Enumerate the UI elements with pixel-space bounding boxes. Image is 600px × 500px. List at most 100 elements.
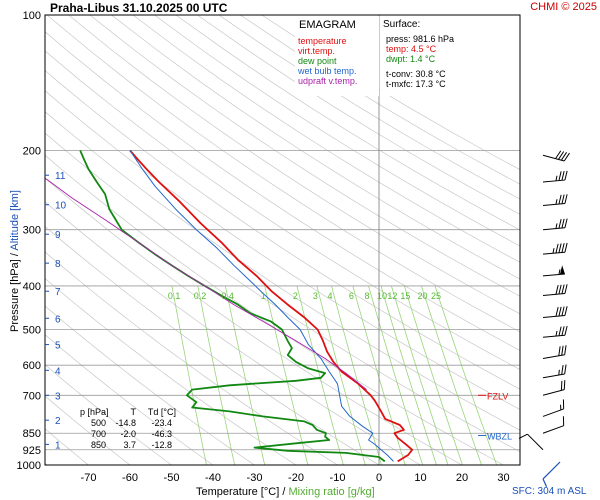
x-tick-label: -20 (288, 472, 304, 484)
wind-barb-pennant (559, 265, 565, 275)
y-tick-label: 1000 (17, 460, 41, 472)
x-tick-label: -50 (164, 472, 180, 484)
wind-barb (542, 218, 568, 231)
mixing-ratio-line (224, 285, 266, 465)
wind-barb (542, 364, 567, 379)
wind-barb-feather (558, 243, 562, 253)
wind-barb-feather (558, 218, 562, 229)
x-tick-label: -40 (205, 472, 221, 484)
surface-wind-barb (542, 461, 561, 487)
wind-barb-half-feather (555, 330, 558, 337)
mixing-ratio-label: 10 (377, 291, 387, 301)
wind-barb-feather (558, 151, 565, 160)
wind-barb-shaft (542, 334, 565, 338)
wind-barb-feather (558, 346, 561, 356)
wind-barb (542, 265, 565, 277)
wind-barb-shaft (542, 154, 565, 162)
wind-barb (542, 242, 568, 255)
plot-frame (44, 14, 521, 466)
wind-barb-shaft (542, 425, 564, 434)
surface-wind-shaft (542, 461, 561, 480)
altitude-tick-label: 7 (55, 287, 61, 298)
dry-adiabat (132, 15, 520, 263)
wind-barb-feather (564, 345, 567, 355)
table-header-p: p [hPa] (80, 407, 109, 417)
dry-adiabat (175, 15, 520, 231)
x-tick-label: -60 (122, 472, 138, 484)
table-row: 700 -2.0 -46.3 (80, 429, 176, 440)
wind-barb (542, 170, 568, 183)
wind-barb-feather (564, 306, 568, 316)
altitude-tick-label: 8 (55, 259, 61, 270)
series-temperature (129, 149, 414, 463)
wind-barb-shaft (542, 179, 565, 183)
wind-barb (542, 416, 565, 434)
dry-adiabat (111, 15, 520, 280)
mixing-ratio-line (264, 285, 309, 465)
credit-label: CHMI © 2025 (530, 1, 597, 13)
mixing-ratio-label: 4 (327, 291, 332, 301)
table-cell-t: 3.7 (123, 440, 136, 450)
wind-barb-shaft (542, 251, 565, 255)
mixing-ratio-line (331, 285, 382, 465)
wind-barb-shaft (542, 408, 564, 417)
wind-barb-feather (563, 380, 566, 390)
dry-adiabat (45, 251, 338, 465)
legend-item: temperature (298, 36, 347, 46)
wind-barb-feather (518, 433, 528, 439)
wind-barb-shaft (542, 354, 565, 360)
x-tick-label: 30 (497, 472, 509, 484)
wind-barb-shaft (542, 373, 565, 379)
mixing-ratio-line (404, 285, 463, 465)
wind-barb (542, 284, 568, 296)
mixing-ratio-label: 15 (400, 291, 410, 301)
dry-adiabat (45, 31, 520, 351)
y-tick-label: 600 (23, 360, 41, 372)
wind-barb (542, 325, 568, 338)
dry-adiabat (68, 15, 520, 315)
mixing-ratio-line (171, 285, 207, 465)
wind-barb-feather (560, 380, 563, 391)
table-cell-t: -14.8 (115, 418, 136, 428)
wind-barb (542, 306, 568, 318)
wind-barb-shaft (542, 227, 565, 231)
surface-title: Surface: (383, 19, 421, 30)
surface-box (380, 16, 470, 96)
mixing-ratio-label: 20 (417, 291, 427, 301)
table-cell-p: 700 (90, 429, 106, 439)
y-tick-label: 300 (23, 225, 41, 237)
wind-barb-feather (561, 284, 565, 294)
wind-barb-feather (564, 242, 568, 253)
wind-barb-shaft (542, 203, 565, 206)
wind-barb (542, 380, 566, 396)
chart-title: Praha-Libus 31.10.2025 00 UTC (50, 1, 228, 15)
wind-barb-feather (564, 194, 568, 204)
dry-adiabat (45, 69, 520, 390)
wind-barb-half-feather (558, 369, 560, 376)
levels-table-header: p [hPa] T Td [°C] (80, 407, 176, 418)
dry-adiabat (45, 277, 297, 465)
dry-adiabat (218, 15, 520, 200)
table-row: 850 3.7 -12.8 (80, 440, 176, 451)
x-tick-label: -10 (330, 472, 346, 484)
wind-barb-feather (561, 306, 565, 316)
wind-barb-feather (558, 326, 562, 336)
wind-barb-feather (555, 243, 559, 254)
level-label: WBZL (487, 432, 512, 442)
wind-barb (518, 433, 544, 451)
wind-barb-feather (558, 194, 562, 205)
table-cell-p: 500 (90, 418, 106, 428)
mixing-ratio-label: 8 (365, 291, 370, 301)
surface-dwpt: dwpt: 1.4 °C (386, 54, 436, 64)
altitude-tick-label: 6 (55, 314, 61, 325)
legend-item: dew point (298, 56, 337, 66)
dry-adiabat (89, 15, 520, 297)
wind-barb-feather (555, 306, 559, 317)
altitude-tick-label: 1 (55, 440, 61, 451)
altitude-tick-label: 9 (55, 230, 61, 241)
altitude-tick-label: 11 (55, 171, 66, 182)
mixing-ratio-label: 2 (293, 291, 298, 301)
wind-barb-feather (564, 284, 568, 294)
y-tick-label: 925 (23, 445, 41, 457)
